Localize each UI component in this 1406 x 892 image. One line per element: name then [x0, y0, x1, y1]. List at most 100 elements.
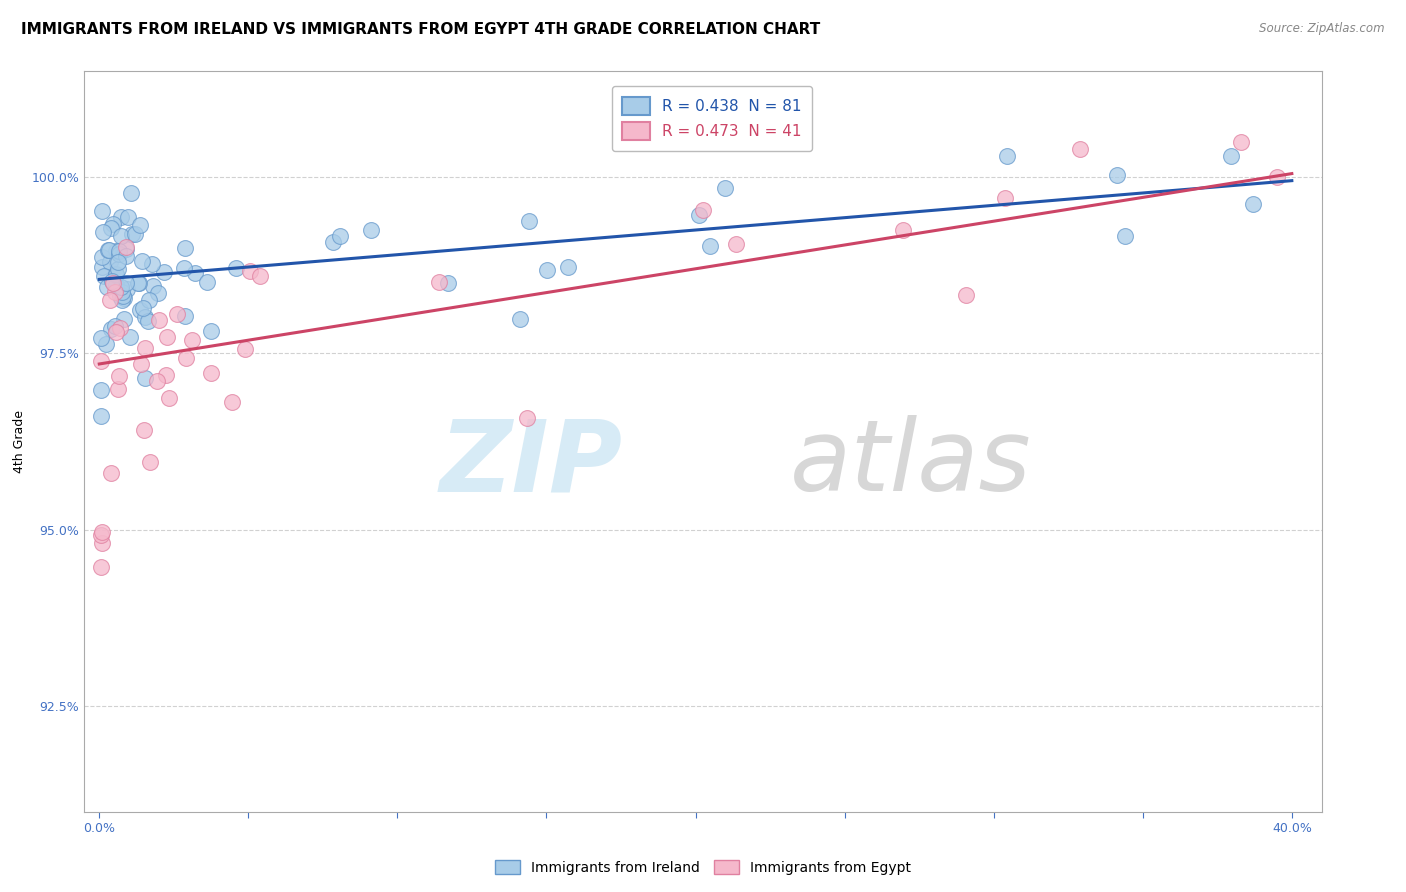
Point [110, 280, 132, 294]
Point [134, 341, 156, 355]
Point [724, 237, 747, 252]
Point [166, 307, 188, 321]
Point [195, 276, 218, 290]
Point [174, 309, 197, 323]
Point [153, 264, 176, 278]
Point [114, 242, 136, 256]
Point [128, 276, 150, 290]
Point [536, 263, 558, 277]
Point [994, 191, 1017, 205]
Point [955, 288, 977, 302]
Point [239, 264, 262, 278]
Point [90, 384, 112, 398]
Point [995, 149, 1018, 163]
Point [516, 410, 538, 425]
Point [121, 227, 143, 242]
Point [1265, 170, 1288, 185]
Point [692, 202, 714, 217]
Point [233, 342, 256, 356]
Point [112, 291, 135, 305]
Point [891, 222, 914, 236]
Point [427, 275, 450, 289]
Point [132, 423, 155, 437]
Point [129, 357, 152, 371]
Point [97, 244, 120, 258]
Point [104, 278, 127, 293]
Point [108, 244, 131, 258]
Point [108, 368, 131, 383]
Point [437, 276, 460, 290]
Point [139, 455, 162, 469]
Point [104, 318, 127, 333]
Point [124, 227, 146, 242]
Point [1241, 197, 1264, 211]
Point [557, 260, 579, 274]
Point [115, 283, 138, 297]
Text: IMMIGRANTS FROM IRELAND VS IMMIGRANTS FROM EGYPT 4TH GRADE CORRELATION CHART: IMMIGRANTS FROM IRELAND VS IMMIGRANTS FR… [21, 22, 820, 37]
Legend: Immigrants from Ireland, Immigrants from Egypt: Immigrants from Ireland, Immigrants from… [489, 855, 917, 880]
Point [142, 279, 165, 293]
Text: atlas: atlas [790, 416, 1031, 512]
Point [110, 210, 132, 224]
Point [138, 293, 160, 308]
Point [90, 353, 112, 368]
Point [141, 256, 163, 270]
Point [104, 268, 127, 282]
Point [108, 289, 131, 303]
Point [90, 560, 112, 574]
Point [329, 229, 352, 244]
Point [131, 253, 153, 268]
Point [134, 371, 156, 385]
Point [91, 204, 114, 219]
Point [90, 331, 112, 345]
Point [360, 223, 382, 237]
Point [134, 310, 156, 324]
Point [249, 269, 271, 284]
Y-axis label: 4th Grade: 4th Grade [13, 410, 27, 473]
Point [688, 208, 710, 222]
Point [90, 409, 112, 423]
Point [90, 528, 112, 542]
Point [132, 301, 155, 316]
Point [105, 244, 128, 259]
Point [100, 255, 122, 269]
Point [148, 313, 170, 327]
Point [111, 285, 134, 300]
Point [221, 394, 243, 409]
Point [101, 276, 124, 290]
Point [699, 238, 721, 252]
Point [101, 217, 124, 231]
Point [96, 337, 118, 351]
Point [200, 324, 222, 338]
Point [180, 333, 202, 347]
Point [107, 262, 129, 277]
Point [145, 374, 167, 388]
Point [110, 229, 132, 244]
Point [105, 325, 128, 339]
Text: Source: ZipAtlas.com: Source: ZipAtlas.com [1260, 22, 1385, 36]
Point [100, 466, 122, 480]
Point [90, 251, 112, 265]
Point [713, 181, 735, 195]
Point [118, 330, 141, 344]
Point [96, 279, 118, 293]
Point [1220, 149, 1243, 163]
Point [225, 261, 247, 276]
Point [1114, 229, 1136, 244]
Point [146, 285, 169, 300]
Point [111, 293, 134, 307]
Point [174, 241, 197, 255]
Point [136, 314, 159, 328]
Point [127, 276, 149, 290]
Point [1230, 135, 1253, 149]
Point [517, 213, 540, 227]
Point [100, 322, 122, 336]
Point [91, 225, 114, 239]
Point [101, 274, 124, 288]
Point [155, 368, 177, 382]
Point [129, 303, 152, 318]
Point [98, 293, 121, 308]
Point [91, 524, 114, 539]
Point [97, 243, 120, 257]
Point [509, 311, 531, 326]
